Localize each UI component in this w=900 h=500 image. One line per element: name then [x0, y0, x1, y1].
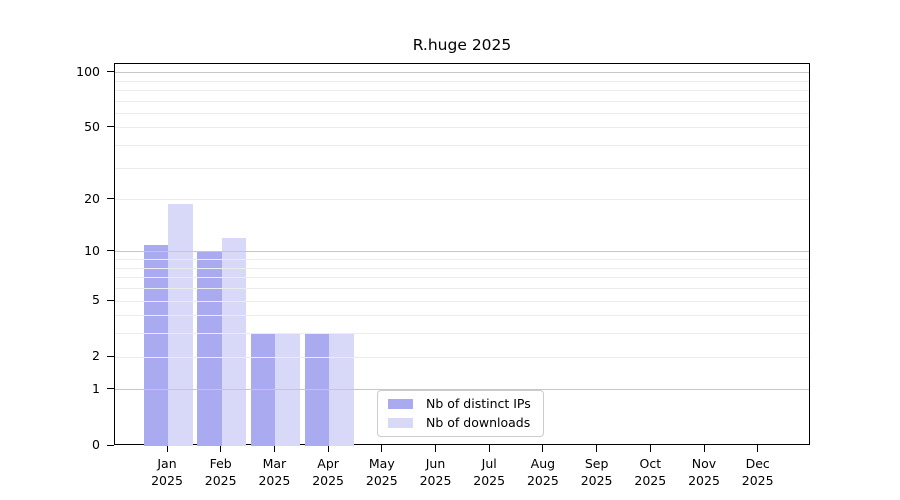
legend-label: Nb of downloads — [426, 415, 531, 430]
x-tick-nov — [703, 445, 705, 452]
x-tick-label-nov: Nov 2025 — [688, 456, 720, 488]
plot-area — [114, 63, 810, 446]
legend-label: Nb of distinct IPs — [426, 396, 531, 411]
legend-item-downloads: Nb of downloads — [386, 416, 535, 430]
distinct-ips-swatch — [388, 399, 413, 409]
chart-title: R.huge 2025 — [412, 36, 512, 54]
y-tick-label-2: 2 — [92, 348, 100, 364]
x-tick-label-dec: Dec 2025 — [741, 456, 774, 488]
x-tick-label-aug: Aug 2025 — [526, 456, 559, 488]
bars-layer — [115, 64, 809, 446]
legend: Nb of distinct IPs Nb of downloads — [377, 390, 544, 437]
x-tick-label-jan: Jan 2025 — [151, 456, 183, 488]
x-tick-feb — [220, 445, 222, 452]
y-tick-5 — [107, 299, 114, 301]
y-tick-label-100: 100 — [76, 63, 100, 79]
y-tick-0 — [107, 444, 114, 446]
x-tick-label-jun: Jun 2025 — [419, 456, 452, 488]
x-tick-apr — [327, 445, 329, 452]
bar-distinct-ips-apr — [304, 333, 330, 446]
bar-downloads-jan — [168, 203, 193, 446]
bar-distinct-ips-jan — [143, 244, 168, 446]
bar-distinct-ips-mar — [250, 333, 276, 446]
x-tick-label-mar: Mar 2025 — [258, 456, 291, 488]
x-tick-jan — [166, 445, 168, 452]
x-tick-jul — [488, 445, 490, 452]
y-tick-20 — [107, 198, 114, 200]
x-tick-label-oct: Oct 2025 — [634, 456, 667, 488]
downloads-swatch — [388, 418, 413, 428]
y-tick-label-5: 5 — [92, 292, 100, 308]
legend-item-distinct-ips: Nb of distinct IPs — [386, 397, 535, 411]
y-tick-label-1: 1 — [92, 380, 100, 396]
x-tick-label-may: May 2025 — [365, 456, 398, 488]
y-tick-label-10: 10 — [84, 242, 100, 258]
y-tick-1 — [107, 388, 114, 390]
y-tick-label-0: 0 — [92, 437, 100, 452]
x-tick-oct — [649, 445, 651, 452]
x-tick-label-apr: Apr 2025 — [312, 456, 344, 488]
x-tick-sep — [596, 445, 598, 452]
y-tick-2 — [107, 355, 114, 357]
y-tick-50 — [107, 126, 114, 128]
bar-downloads-feb — [221, 238, 247, 446]
x-tick-may — [381, 445, 383, 452]
x-tick-label-sep: Sep 2025 — [580, 456, 613, 488]
bar-downloads-apr — [329, 333, 354, 446]
x-tick-dec — [757, 445, 759, 452]
x-tick-aug — [542, 445, 544, 452]
y-tick-label-50: 50 — [84, 118, 100, 134]
y-tick-10 — [107, 250, 114, 252]
y-tick-label-20: 20 — [84, 190, 100, 206]
bar-distinct-ips-feb — [197, 251, 222, 446]
x-tick-label-feb: Feb 2025 — [204, 456, 237, 488]
bar-downloads-mar — [275, 333, 300, 446]
x-tick-mar — [273, 445, 275, 452]
x-tick-jun — [435, 445, 436, 452]
y-tick-100 — [107, 71, 114, 73]
x-tick-label-jul: Jul 2025 — [473, 456, 506, 488]
